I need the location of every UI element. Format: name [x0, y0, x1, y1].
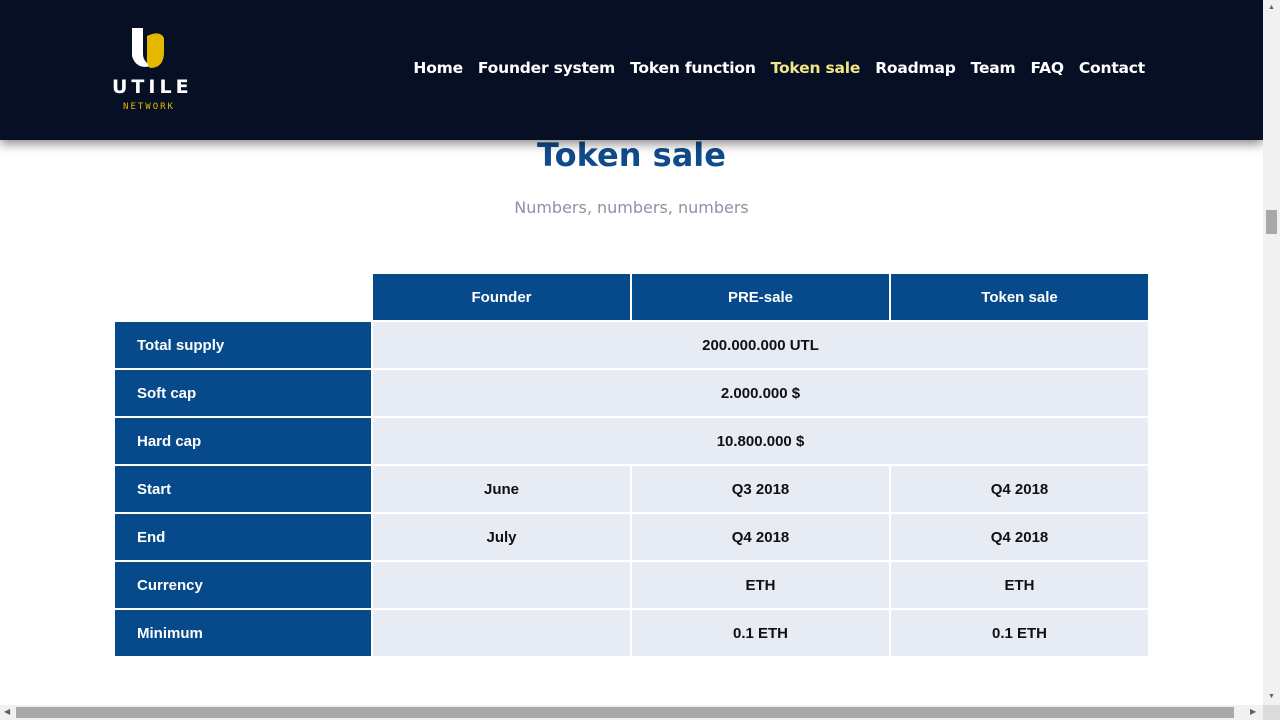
- scrollbar-corner: [1263, 705, 1280, 720]
- table-row-soft-cap: Soft cap 2.000.000 $: [115, 370, 1148, 416]
- nav-roadmap[interactable]: Roadmap: [875, 59, 956, 77]
- table-cell-merged: 10.800.000 $: [373, 418, 1148, 464]
- horizontal-scroll-thumb[interactable]: [16, 707, 1234, 718]
- scroll-down-arrow-icon[interactable]: ▼: [1268, 693, 1275, 700]
- page: UTILE NETWORK Home Founder system Token …: [0, 0, 1263, 658]
- table-cell-merged: 200.000.000 UTL: [373, 322, 1148, 368]
- column-header-founder: Founder: [373, 274, 630, 320]
- table-cell-pre-sale: Q4 2018: [632, 514, 889, 560]
- table-row-total-supply: Total supply 200.000.000 UTL: [115, 322, 1148, 368]
- table-row-currency: Currency ETH ETH: [115, 562, 1148, 608]
- logo-wordmark: UTILE: [112, 76, 193, 98]
- logo-subtext: NETWORK: [123, 102, 175, 112]
- table-row-minimum: Minimum 0.1 ETH 0.1 ETH: [115, 610, 1148, 656]
- table-row-start: Start June Q3 2018 Q4 2018: [115, 466, 1148, 512]
- table-row-hard-cap: Hard cap 10.800.000 $: [115, 418, 1148, 464]
- table-header-row: Founder PRE-sale Token sale: [115, 274, 1148, 320]
- section-subtitle: Numbers, numbers, numbers: [514, 198, 749, 217]
- table-cell-token-sale: Q4 2018: [891, 514, 1148, 560]
- table-cell-founder: [373, 610, 630, 656]
- token-sale-table: Founder PRE-sale Token sale Total supply…: [113, 272, 1150, 658]
- nav-token-sale[interactable]: Token sale: [770, 59, 861, 77]
- table-cell-token-sale: Q4 2018: [891, 466, 1148, 512]
- row-label: End: [115, 514, 371, 560]
- scroll-right-arrow-icon[interactable]: ▶: [1250, 707, 1257, 716]
- site-header: UTILE NETWORK Home Founder system Token …: [0, 0, 1263, 140]
- table-cell-pre-sale: ETH: [632, 562, 889, 608]
- row-label: Currency: [115, 562, 371, 608]
- nav-founder-system[interactable]: Founder system: [477, 59, 616, 77]
- horizontal-scrollbar[interactable]: ◀ ▶: [0, 705, 1263, 720]
- utile-u-logo-icon: [132, 28, 164, 68]
- nav-token-function[interactable]: Token function: [630, 59, 756, 77]
- table-corner-cell: [115, 274, 371, 320]
- nav-contact[interactable]: Contact: [1078, 59, 1145, 77]
- column-header-pre-sale: PRE-sale: [632, 274, 889, 320]
- nav-home[interactable]: Home: [413, 59, 463, 77]
- vertical-scrollbar[interactable]: ▲ ▼: [1263, 0, 1280, 705]
- table-cell-merged: 2.000.000 $: [373, 370, 1148, 416]
- row-label: Hard cap: [115, 418, 371, 464]
- scroll-up-arrow-icon[interactable]: ▲: [1268, 4, 1275, 11]
- row-label: Soft cap: [115, 370, 371, 416]
- row-label: Start: [115, 466, 371, 512]
- table-cell-founder: June: [373, 466, 630, 512]
- table-cell-founder: July: [373, 514, 630, 560]
- section-title: Token sale: [537, 136, 726, 174]
- table-cell-token-sale: 0.1 ETH: [891, 610, 1148, 656]
- row-label: Total supply: [115, 322, 371, 368]
- table-cell-pre-sale: Q3 2018: [632, 466, 889, 512]
- row-label: Minimum: [115, 610, 371, 656]
- site-logo[interactable]: UTILE NETWORK: [112, 26, 193, 118]
- main-nav: Home Founder system Token function Token…: [413, 59, 1145, 77]
- table-cell-founder: [373, 562, 630, 608]
- column-header-token-sale: Token sale: [891, 274, 1148, 320]
- table-cell-pre-sale: 0.1 ETH: [632, 610, 889, 656]
- vertical-scroll-thumb[interactable]: [1266, 210, 1277, 234]
- table-cell-token-sale: ETH: [891, 562, 1148, 608]
- nav-faq[interactable]: FAQ: [1030, 59, 1064, 77]
- table-row-end: End July Q4 2018 Q4 2018: [115, 514, 1148, 560]
- scroll-left-arrow-icon[interactable]: ◀: [4, 707, 11, 716]
- nav-team[interactable]: Team: [970, 59, 1016, 77]
